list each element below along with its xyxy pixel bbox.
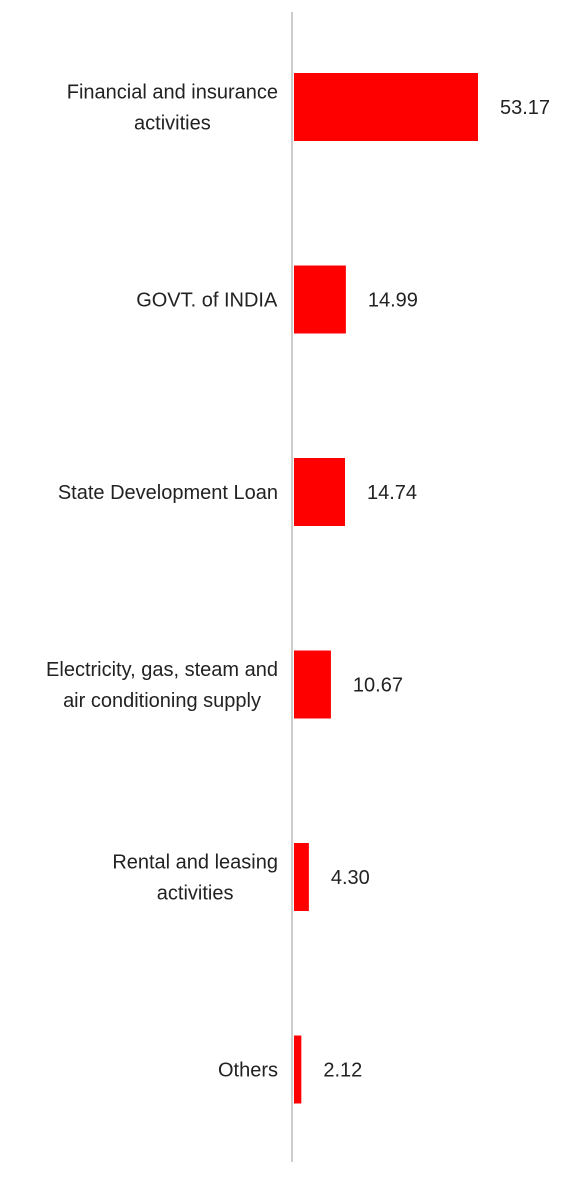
category-labels-group: Financial and insurance activities GOVT. o…	[46, 82, 278, 1082]
category-label-line: GOVT. of INDIA	[136, 290, 278, 312]
category-label-line: Financial and insurance	[67, 82, 278, 104]
bar	[294, 843, 309, 911]
category-label-line: Others	[218, 1060, 278, 1082]
category-label: State Development Loan	[58, 482, 278, 504]
category-label: Financial and insurance activities	[67, 82, 278, 135]
value-labels-group: 53.17 14.99 14.74 10.67 4.30 2.12	[323, 97, 550, 1082]
category-label-line: activities	[157, 883, 234, 905]
category-label-line: activities	[134, 113, 211, 135]
value-label: 4.30	[331, 867, 370, 889]
category-label-line: Rental and leasing	[112, 852, 278, 874]
bar	[294, 73, 478, 141]
value-label: 2.12	[323, 1060, 362, 1082]
category-label: Electricity, gas, steam and air condition…	[46, 659, 278, 712]
value-label: 53.17	[500, 97, 550, 119]
category-label-line: Electricity, gas, steam and	[46, 659, 278, 681]
value-label: 14.99	[368, 290, 418, 312]
bar	[294, 265, 346, 334]
bar	[294, 1035, 302, 1104]
bar	[294, 650, 331, 719]
category-label: Rental and leasing activities	[112, 852, 278, 905]
value-label: 14.74	[367, 482, 417, 504]
category-label-line: air conditioning supply	[63, 690, 261, 712]
category-label-line: State Development Loan	[58, 482, 278, 504]
bars-group	[294, 73, 478, 1104]
category-label: Others	[218, 1060, 278, 1082]
bar	[294, 458, 346, 526]
value-label: 10.67	[353, 675, 403, 697]
category-label: GOVT. of INDIA	[136, 290, 278, 312]
